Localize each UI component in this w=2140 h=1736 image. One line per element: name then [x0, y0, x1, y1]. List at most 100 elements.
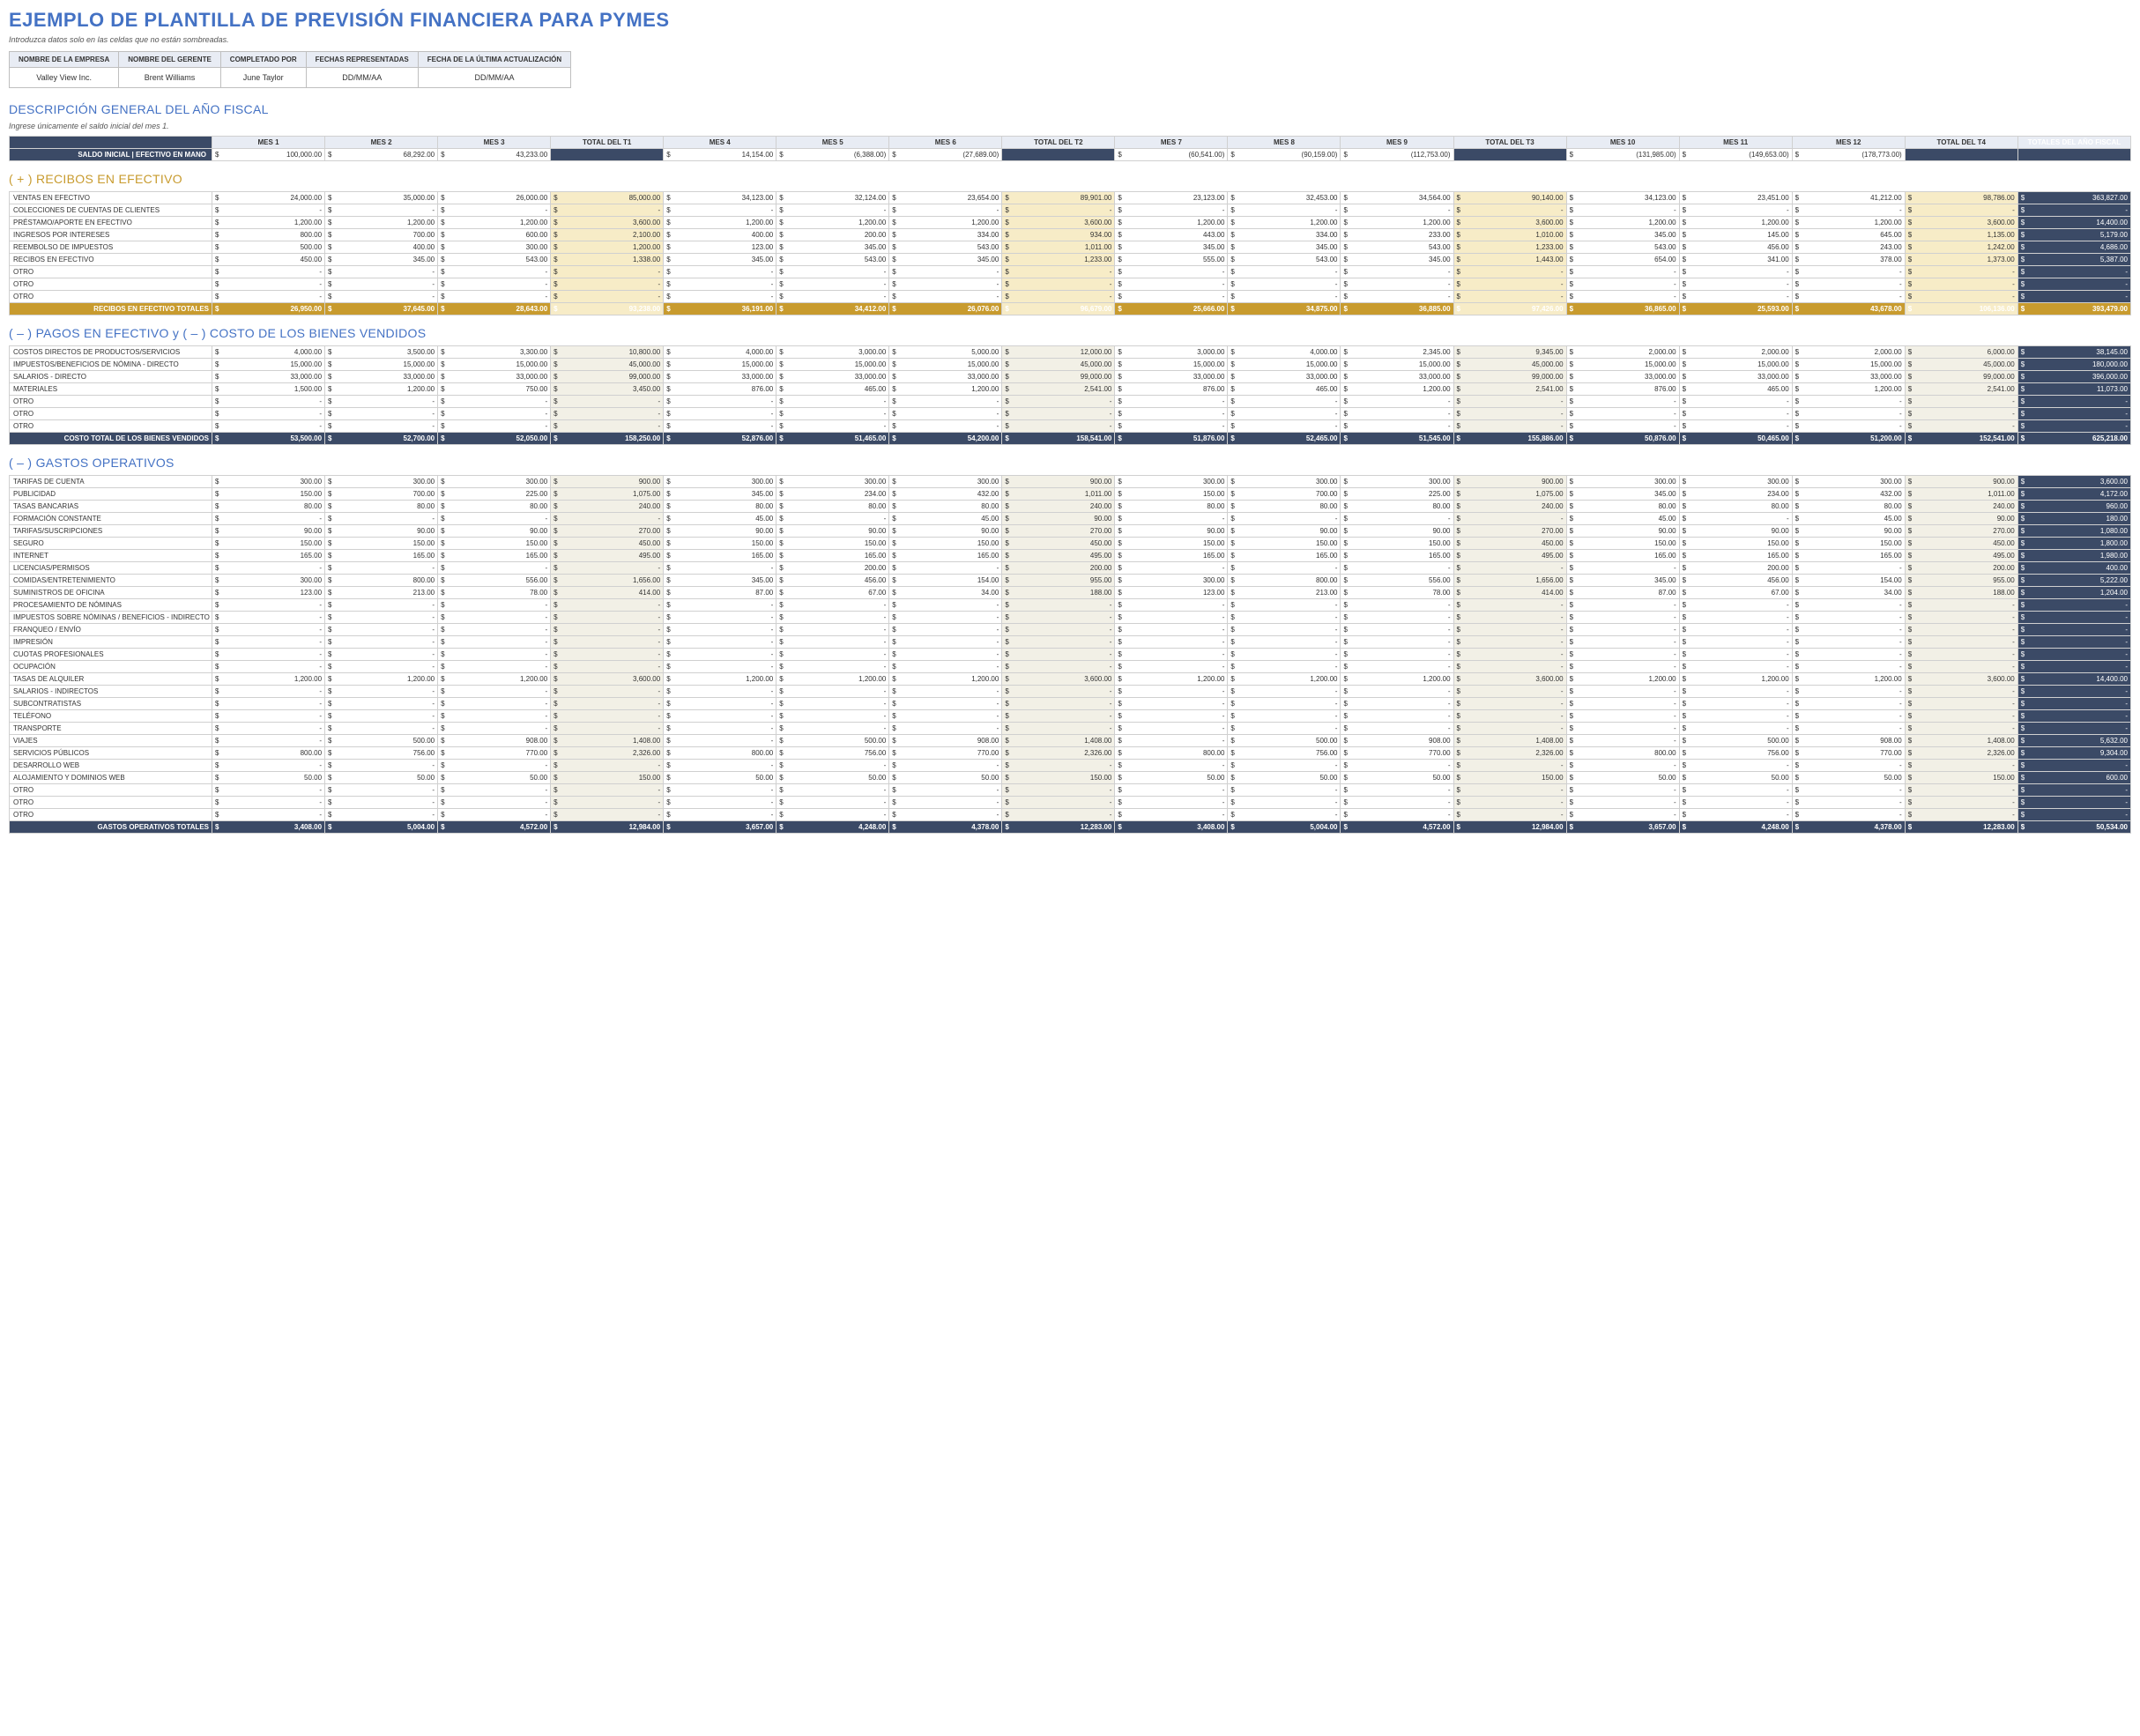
cell[interactable]: $5,000.00 [889, 346, 1002, 359]
cell[interactable]: $165.00 [776, 550, 889, 562]
cell[interactable]: $- [325, 797, 438, 809]
cell[interactable]: $15,000.00 [1341, 359, 1453, 371]
cell[interactable]: $- [1566, 562, 1679, 575]
cell[interactable]: $225.00 [1341, 488, 1453, 501]
cell[interactable]: $- [1905, 760, 2017, 772]
cell[interactable]: $165.00 [1679, 550, 1792, 562]
cell[interactable]: $89,901.00 [1002, 192, 1115, 204]
cell[interactable]: $- [1341, 420, 1453, 433]
meta-value[interactable]: June Taylor [220, 68, 306, 88]
cell[interactable]: $- [1341, 612, 1453, 624]
cell[interactable]: $- [1679, 513, 1792, 525]
cell[interactable]: $100,000.00 [212, 149, 325, 161]
cell[interactable]: $- [1115, 735, 1228, 747]
cell[interactable]: $34,875.00 [1228, 303, 1341, 315]
cell[interactable]: $- [2017, 278, 2130, 291]
cell[interactable]: $87.00 [1566, 587, 1679, 599]
cell[interactable]: $- [1228, 278, 1341, 291]
cell[interactable]: $- [776, 624, 889, 636]
cell[interactable]: $50.00 [1566, 772, 1679, 784]
cell[interactable]: $- [664, 636, 776, 649]
cell[interactable]: $- [1905, 661, 2017, 673]
cell[interactable]: $- [1002, 760, 1115, 772]
cell[interactable]: $- [1566, 266, 1679, 278]
cell[interactable]: $1,200.00 [664, 673, 776, 686]
cell[interactable]: $- [1453, 612, 1566, 624]
cell[interactable]: $80.00 [1566, 501, 1679, 513]
cell[interactable]: $213.00 [1228, 587, 1341, 599]
cell[interactable]: $- [1341, 723, 1453, 735]
cell[interactable]: $- [1905, 278, 2017, 291]
cell[interactable]: $- [2017, 809, 2130, 821]
cell[interactable]: $- [1115, 723, 1228, 735]
cell[interactable]: $- [551, 291, 664, 303]
cell[interactable]: $85,000.00 [551, 192, 664, 204]
cell[interactable]: $770.00 [438, 747, 551, 760]
cell[interactable]: $67.00 [776, 587, 889, 599]
cell[interactable]: $- [1566, 612, 1679, 624]
cell[interactable]: $800.00 [664, 747, 776, 760]
cell[interactable]: $- [1115, 420, 1228, 433]
cell[interactable]: $- [1002, 278, 1115, 291]
cell[interactable]: $- [551, 624, 664, 636]
cell[interactable]: $240.00 [1453, 501, 1566, 513]
cell[interactable]: $- [1228, 513, 1341, 525]
cell[interactable]: $1,408.00 [551, 735, 664, 747]
cell[interactable]: $900.00 [1002, 476, 1115, 488]
cell[interactable]: $- [325, 420, 438, 433]
cell[interactable]: $- [325, 396, 438, 408]
cell[interactable]: $- [1341, 797, 1453, 809]
cell[interactable]: $- [1228, 291, 1341, 303]
cell[interactable]: $1,135.00 [1905, 229, 2017, 241]
cell[interactable]: $- [1792, 396, 1905, 408]
cell[interactable]: $396,000.00 [2017, 371, 2130, 383]
cell[interactable]: $700.00 [325, 229, 438, 241]
cell[interactable]: $- [1792, 686, 1905, 698]
cell[interactable]: $1,233.00 [1453, 241, 1566, 254]
cell[interactable]: $- [1115, 784, 1228, 797]
cell[interactable]: $- [2017, 624, 2130, 636]
cell[interactable]: $- [212, 291, 325, 303]
cell[interactable]: $- [438, 797, 551, 809]
cell[interactable]: $154.00 [1792, 575, 1905, 587]
cell[interactable]: $465.00 [1228, 383, 1341, 396]
cell[interactable]: $345.00 [1566, 229, 1679, 241]
cell[interactable]: $- [2017, 698, 2130, 710]
cell[interactable]: $363,827.00 [2017, 192, 2130, 204]
cell[interactable]: $- [2017, 599, 2130, 612]
cell[interactable]: $150.00 [1453, 772, 1566, 784]
cell[interactable]: $33,000.00 [438, 371, 551, 383]
cell[interactable]: $- [1679, 396, 1792, 408]
cell[interactable]: $- [1453, 204, 1566, 217]
cell[interactable]: $4,000.00 [1228, 346, 1341, 359]
cell[interactable]: $- [2017, 396, 2130, 408]
cell[interactable]: $3,600.00 [1002, 673, 1115, 686]
cell[interactable]: $123.00 [1115, 587, 1228, 599]
cell[interactable]: $15,000.00 [1115, 359, 1228, 371]
cell[interactable]: $- [1115, 624, 1228, 636]
cell[interactable]: $1,242.00 [1905, 241, 2017, 254]
cell[interactable]: $2,326.00 [1002, 747, 1115, 760]
cell[interactable]: $165.00 [1228, 550, 1341, 562]
cell[interactable]: $- [325, 408, 438, 420]
cell[interactable]: $- [664, 599, 776, 612]
cell[interactable]: $345.00 [1228, 241, 1341, 254]
cell[interactable]: $- [438, 408, 551, 420]
cell[interactable]: $456.00 [776, 575, 889, 587]
cell[interactable]: $- [1002, 723, 1115, 735]
cell[interactable]: $- [664, 698, 776, 710]
cell[interactable]: $- [1453, 624, 1566, 636]
cell[interactable]: $600.00 [438, 229, 551, 241]
cell[interactable]: $150.00 [776, 538, 889, 550]
cell[interactable]: $150.00 [1566, 538, 1679, 550]
cell[interactable]: $- [664, 408, 776, 420]
cell[interactable]: $- [1566, 420, 1679, 433]
cell[interactable]: $- [1002, 686, 1115, 698]
meta-value[interactable]: Brent Williams [119, 68, 221, 88]
cell[interactable]: $- [889, 723, 1002, 735]
cell[interactable]: $900.00 [1453, 476, 1566, 488]
cell[interactable]: $36,191.00 [664, 303, 776, 315]
cell[interactable]: $334.00 [889, 229, 1002, 241]
cell[interactable]: $45.00 [1792, 513, 1905, 525]
cell[interactable]: $- [664, 612, 776, 624]
